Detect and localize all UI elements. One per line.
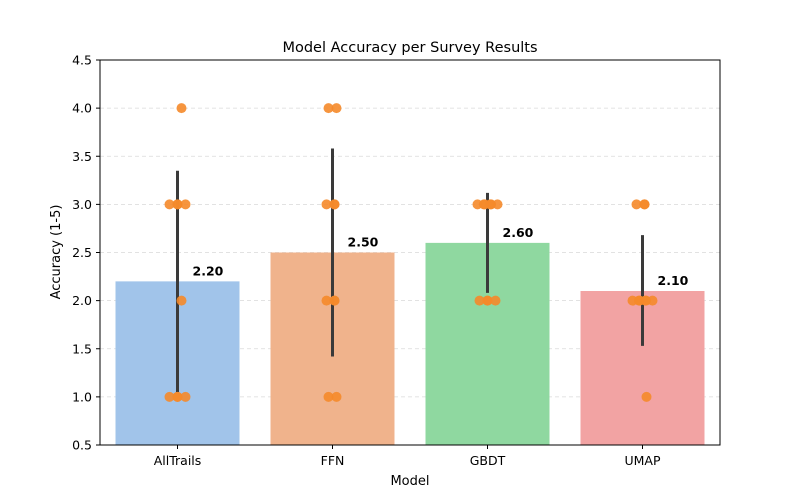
chart-title: Model Accuracy per Survey Results [282, 40, 537, 56]
data-point [323, 103, 334, 114]
y-axis-label: Accuracy (1-5) [49, 205, 64, 300]
axis-layer: 0.5 1.0 1.5 2.0 2.5 3.0 3.5 4.0 4.5 AllTrails FFN G… [72, 53, 661, 469]
data-point [331, 391, 342, 402]
value-label: 2.20 [193, 263, 224, 278]
y-tick-label: 2.5 [72, 245, 92, 260]
data-point [631, 199, 642, 210]
data-point [485, 199, 496, 210]
data-point [172, 391, 183, 402]
value-label-layer: 2.20 2.50 2.60 2.10 [193, 225, 689, 288]
x-tick-label: AllTrails [154, 453, 202, 468]
y-tick-label: 0.5 [72, 438, 92, 453]
data-point [331, 103, 342, 114]
y-tick-label: 4.5 [72, 53, 92, 68]
data-point [639, 199, 650, 210]
value-label: 2.60 [503, 225, 534, 240]
value-label: 2.50 [348, 235, 379, 250]
data-point [641, 391, 652, 402]
y-tick-label: 2.0 [72, 293, 92, 308]
y-tick-label: 1.0 [72, 389, 92, 404]
data-point [164, 199, 175, 210]
data-point [640, 295, 651, 306]
y-tick-label: 4.0 [72, 101, 92, 116]
x-axis-label: Model [390, 474, 429, 489]
y-tick-label: 3.0 [72, 197, 92, 212]
data-point [482, 295, 493, 306]
y-tick-label: 1.5 [72, 341, 92, 356]
data-point [492, 199, 503, 210]
data-point [180, 199, 191, 210]
data-point [321, 199, 332, 210]
data-point [323, 391, 334, 402]
data-point [172, 199, 183, 210]
data-point [176, 295, 187, 306]
grid-layer [100, 107, 720, 398]
data-point [321, 295, 332, 306]
x-tick-label: UMAP [624, 453, 660, 468]
x-tick-label: GBDT [470, 453, 506, 468]
error-bar-layer [176, 148, 644, 393]
points-layer [164, 103, 658, 402]
y-tick-label: 3.5 [72, 149, 92, 164]
data-point [329, 199, 340, 210]
x-tick-label: FFN [321, 453, 345, 468]
data-point [180, 391, 191, 402]
data-point [164, 391, 175, 402]
data-point [474, 295, 485, 306]
data-point [647, 295, 658, 306]
data-point [329, 295, 340, 306]
data-point [176, 103, 187, 114]
value-label: 2.10 [658, 273, 689, 288]
data-point [490, 295, 501, 306]
